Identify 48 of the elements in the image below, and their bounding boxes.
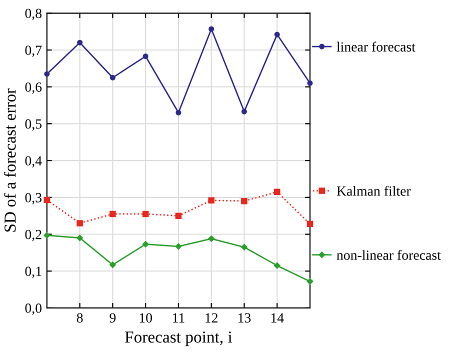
point [44, 196, 50, 204]
point [208, 197, 214, 204]
point [241, 108, 248, 114]
point [306, 278, 314, 285]
y-tick-label: 0,6 [25, 82, 42, 94]
point [76, 220, 83, 226]
y-tick-label: 0,4 [25, 156, 42, 168]
y-tick-label: 0,3 [25, 192, 42, 204]
y-tick-label: 0,8 [25, 8, 42, 20]
point [241, 198, 248, 204]
y-axis-title: SD of a forecast error [4, 88, 16, 232]
point [176, 110, 182, 116]
point [274, 262, 280, 269]
point [208, 236, 214, 242]
x-tick-label: 13 [238, 313, 251, 323]
x-axis-title: Forecast point, i [125, 331, 232, 346]
point [175, 243, 182, 250]
legend-label: non-linear forecast [336, 250, 441, 260]
point [142, 241, 149, 248]
point [274, 32, 280, 38]
point [77, 40, 83, 46]
point [307, 80, 313, 86]
x-tick-label: 10 [140, 313, 152, 323]
point [110, 210, 116, 218]
x-tick-label: 12 [206, 313, 218, 322]
legend-label: Kalman filter [336, 186, 411, 196]
x-tick-label: 8 [76, 313, 83, 323]
x-tick-label: 11 [173, 313, 184, 322]
legend-label: linear forecast [336, 42, 416, 52]
y-tick-label: 0,5 [25, 119, 42, 131]
point [241, 244, 248, 250]
y-tick-label: 0,0 [25, 304, 42, 315]
point [142, 54, 148, 60]
point [306, 220, 314, 228]
point [44, 232, 50, 239]
point [44, 71, 50, 77]
x-tick-label: 9 [110, 313, 116, 323]
point [208, 26, 214, 32]
x-tick-label: 14 [271, 313, 284, 322]
point [110, 74, 116, 80]
point [175, 212, 182, 219]
y-tick-label: 0,7 [25, 46, 42, 57]
point [142, 210, 149, 218]
point [110, 262, 116, 268]
y-tick-label: 0,1 [25, 266, 42, 278]
point [274, 188, 280, 195]
y-tick-label: 0,2 [25, 230, 42, 242]
point [76, 234, 83, 242]
